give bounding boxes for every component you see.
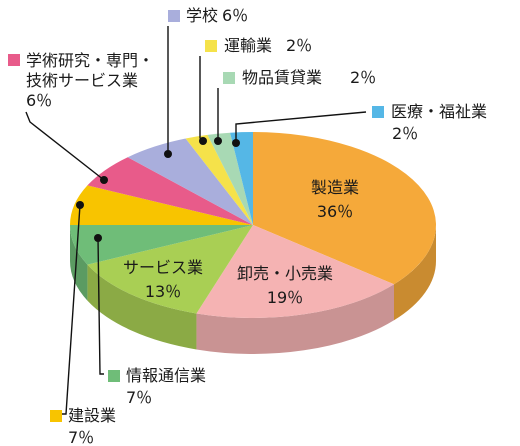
label-transport-pct: 2％ xyxy=(286,36,312,55)
slice-side-1 xyxy=(196,284,395,354)
label-medical: 医療・福祉業 xyxy=(391,102,487,121)
legend-swatch-medical xyxy=(372,106,384,118)
slice-top-4 xyxy=(70,185,253,225)
leader-line-5 xyxy=(25,111,105,181)
slice-top-8 xyxy=(207,132,253,225)
leader-dot-3 xyxy=(94,234,102,242)
legend-swatch-transport xyxy=(205,40,217,52)
leader-dot-7 xyxy=(199,137,207,145)
slice-top-7 xyxy=(185,134,253,225)
legend-swatch-ict xyxy=(108,370,120,382)
label-academic-line2: 技術サービス業 xyxy=(26,71,138,90)
slice-top-5 xyxy=(87,157,253,225)
leader-dot-9 xyxy=(232,139,240,147)
leader-line-7 xyxy=(199,56,204,142)
slice-pct-services: 13％ xyxy=(145,282,181,301)
slice-label-services: サービス業 xyxy=(123,258,203,277)
label-rental: 物品賃貸業 xyxy=(242,68,322,87)
slice-top-9 xyxy=(230,132,253,225)
slice-top-0 xyxy=(253,132,436,285)
label-school: 学校 xyxy=(186,6,218,25)
slice-top-6 xyxy=(127,138,253,225)
label-rental-pct: 2％ xyxy=(350,68,376,87)
slice-pct-wholesale-retail: 19％ xyxy=(267,288,303,307)
slice-side-3 xyxy=(70,225,88,301)
slice-side-2 xyxy=(87,264,197,350)
legend-swatch-construction xyxy=(50,410,62,422)
label-transport: 運輸業 xyxy=(224,36,272,55)
slice-top-2 xyxy=(87,225,253,314)
label-school-pct: 6％ xyxy=(222,6,248,25)
label-ict-pct: 7％ xyxy=(126,388,152,407)
label-construction-pct: 7％ xyxy=(68,428,94,446)
slice-top-3 xyxy=(70,225,253,265)
slice-side-0 xyxy=(394,225,436,321)
leader-dot-8 xyxy=(214,137,222,145)
legend-swatch-academic xyxy=(8,54,20,66)
leader-line-9 xyxy=(235,111,367,143)
slice-top-1 xyxy=(196,225,395,318)
leader-lines xyxy=(25,26,367,415)
leader-dot-5 xyxy=(100,176,108,184)
legend-swatch-school xyxy=(168,10,180,22)
leader-dot-4 xyxy=(76,201,84,209)
legend-swatch-rental xyxy=(223,72,235,84)
pie-tops xyxy=(70,132,436,318)
slice-label-wholesale-retail: 卸売・小売業 xyxy=(237,264,333,283)
label-academic-line1: 学術研究・専門・ xyxy=(26,51,154,70)
slice-label-manufacturing: 製造業 xyxy=(311,178,359,197)
pie-sides xyxy=(70,225,436,354)
leader-dot-6 xyxy=(164,150,172,158)
slice-pct-manufacturing: 36％ xyxy=(317,202,353,221)
leader-line-3 xyxy=(97,237,104,375)
label-academic-pct: 6％ xyxy=(26,91,52,110)
label-ict: 情報通信業 xyxy=(126,366,206,385)
label-construction: 建設業 xyxy=(68,406,116,425)
label-medical-pct: 2％ xyxy=(392,124,418,143)
